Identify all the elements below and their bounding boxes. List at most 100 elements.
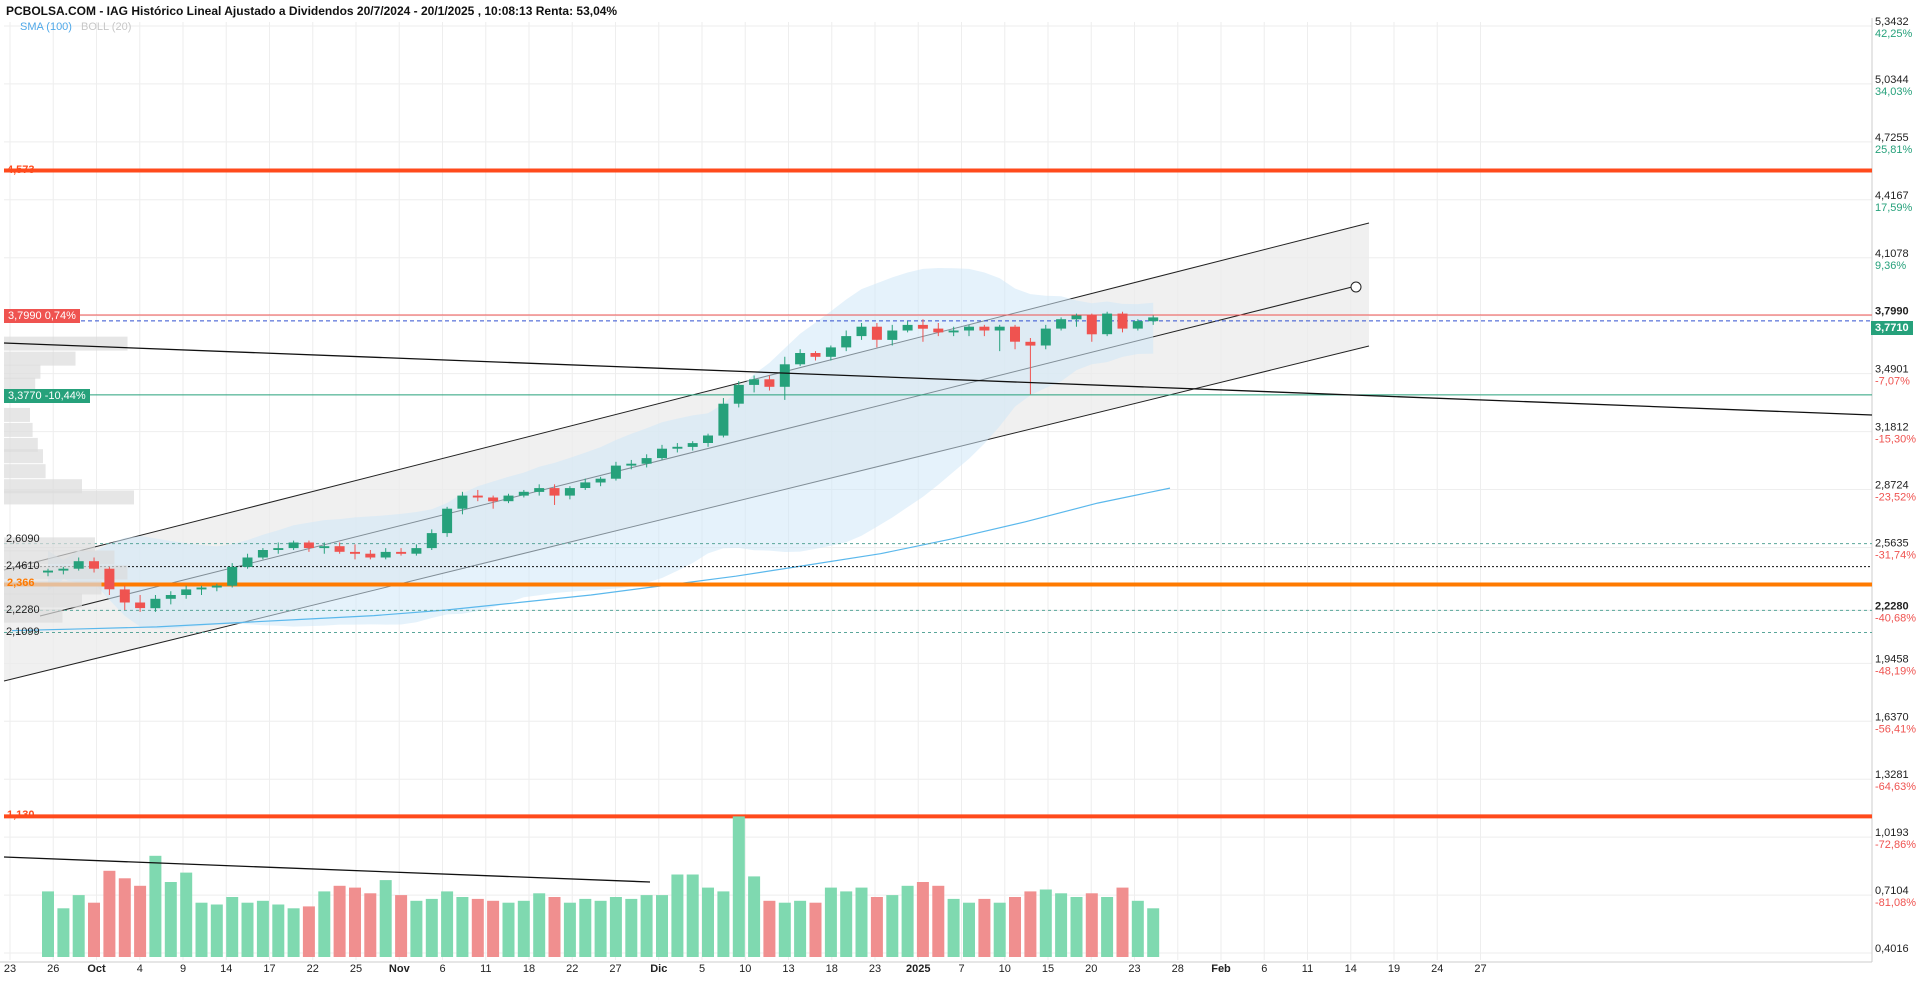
percent-tick-label: 34,03%: [1875, 86, 1913, 98]
volume-bar: [1101, 897, 1114, 957]
percent-tick-label: 9,36%: [1875, 260, 1906, 272]
candle-body: [1025, 341, 1036, 346]
volume-bar: [180, 872, 193, 957]
time-tick-label: 26: [47, 963, 59, 975]
volume-bar: [1070, 897, 1083, 957]
left-level-label: 2,6090: [6, 533, 40, 545]
mark-low-change: -10,44%: [44, 390, 86, 402]
volume-bar: [226, 897, 239, 957]
candle-body: [426, 533, 437, 549]
time-tick-label: 5: [699, 963, 705, 975]
time-tick-label: 28: [1172, 963, 1184, 975]
boll-band-fill: [48, 268, 1154, 629]
candle-body: [733, 384, 744, 404]
time-tick-label: 15: [1042, 963, 1054, 975]
volume-bar: [318, 891, 331, 957]
volume-bar: [563, 902, 576, 957]
volume-bar: [763, 900, 776, 957]
volume-bar: [118, 878, 131, 957]
candle-body: [350, 551, 360, 554]
candle-body: [150, 598, 161, 609]
percent-tick-label: 42,25%: [1875, 28, 1913, 40]
volume-bar: [1039, 889, 1052, 957]
price-tick-label: 4,1078: [1875, 248, 1909, 260]
volume-bar: [164, 882, 177, 957]
time-tick-label: 11: [480, 963, 491, 975]
price-tick-label: 3,7990: [1875, 306, 1909, 318]
volume-bar: [840, 891, 853, 957]
candle-body: [488, 497, 499, 502]
candle-body: [764, 379, 775, 387]
volume-bar: [42, 891, 54, 957]
volume-bar: [1131, 900, 1144, 957]
time-tick-label: 22: [307, 963, 319, 975]
candle-body: [380, 551, 391, 558]
percent-tick-label: -7,07%: [1875, 376, 1910, 388]
boll-legend[interactable]: BOLL (20): [81, 21, 132, 33]
candle-body: [104, 568, 115, 590]
candle-body: [1056, 319, 1067, 329]
price-tick-label: 0,7104: [1875, 885, 1909, 897]
volume-bar: [686, 874, 699, 957]
channel-handle: [1350, 281, 1362, 293]
volume-profile-bar: [4, 490, 134, 505]
candle-body: [334, 546, 345, 552]
volume-bar: [72, 895, 85, 957]
price-tick-label: 4,7255: [1875, 132, 1909, 144]
volume-bar: [886, 895, 899, 957]
candle-body: [887, 330, 898, 340]
volume-bar: [1085, 893, 1098, 957]
candle-body: [610, 465, 621, 479]
volume-bar: [487, 900, 500, 957]
percent-tick-label: -56,41%: [1875, 723, 1916, 735]
percent-tick-label: -72,86%: [1875, 839, 1916, 851]
volume-bar: [302, 906, 315, 957]
candle-body: [626, 463, 637, 466]
time-tick-label: 9: [180, 963, 186, 975]
candle-body: [595, 478, 606, 483]
volume-bar: [978, 898, 991, 957]
candle-body: [165, 595, 176, 599]
price-tick-label: 1,0193: [1875, 827, 1909, 839]
current-price-tag: 3,7710: [1871, 321, 1913, 335]
candle-body: [979, 326, 990, 331]
volume-bar: [410, 900, 423, 957]
candle-body: [933, 328, 944, 333]
volume-bar: [134, 885, 147, 957]
volume-bar: [287, 908, 300, 957]
candle-body: [795, 353, 806, 365]
candle-body: [1071, 315, 1082, 320]
volume-bar: [333, 885, 346, 957]
volume-bar: [103, 870, 116, 957]
sma-legend[interactable]: SMA (100): [20, 21, 72, 33]
volume-bar: [533, 893, 546, 957]
last-close-change: 0,74%: [44, 310, 76, 322]
last-close-tag: 3,7990 0,74%: [4, 309, 80, 323]
volume-profile-bar: [4, 449, 43, 464]
volume-bar: [210, 904, 223, 957]
mark-low-value: 3,3770: [8, 390, 42, 402]
time-axis: 23 26 Oct 4 9 14 17 22 25 Nov 6 11 18 22 27 Dic 5 10 13 18 2…: [4, 963, 1487, 975]
trend-lines: [3, 342, 1873, 883]
price-tick-label: 5,0344: [1875, 74, 1909, 86]
volume-bar: [963, 902, 975, 957]
sma-line: [11, 487, 1171, 632]
candle-body: [1102, 313, 1113, 335]
time-tick-label: 27: [609, 963, 621, 975]
volume-profile-bar: [4, 407, 30, 422]
percent-tick-label: 17,59%: [1875, 202, 1913, 214]
price-tick-label: 2,5635: [1875, 537, 1909, 549]
trendline-price: [3, 342, 1873, 416]
price-tick-label: 1,9458: [1875, 653, 1909, 665]
candle-body: [871, 326, 882, 340]
volume-profile-bar: [4, 351, 76, 366]
time-tick-label: 6: [439, 963, 445, 975]
candle-body: [672, 446, 683, 449]
resistance-level-label: 4,573: [7, 164, 35, 176]
volume-profile-bar: [4, 377, 36, 392]
candle-body: [242, 557, 253, 567]
candle-body: [825, 347, 836, 357]
time-tick-label: 7: [958, 963, 964, 975]
volume-bar: [1116, 887, 1129, 957]
volume-bar: [794, 900, 807, 957]
